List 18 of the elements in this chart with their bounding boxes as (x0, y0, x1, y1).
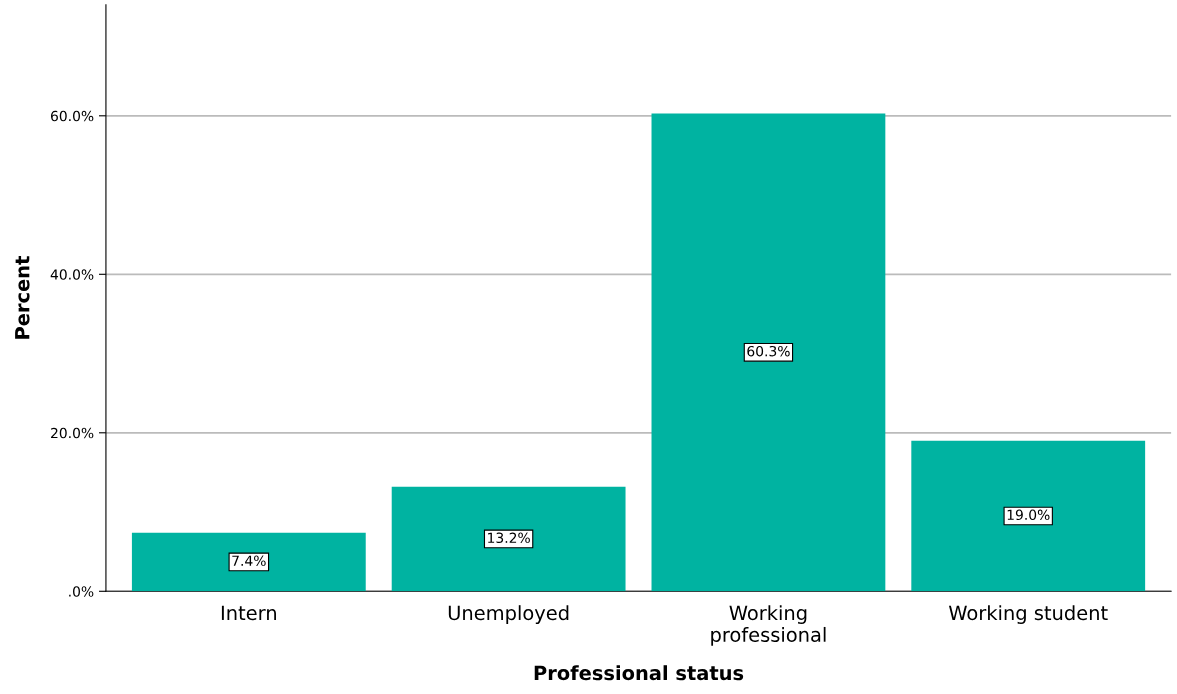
data-label: 7.4% (232, 555, 266, 566)
bar (651, 113, 886, 592)
y-tick-label: .0% (69, 586, 94, 597)
data-label: 13.2% (488, 532, 530, 544)
data-label: 60.3% (747, 345, 790, 357)
y-tick-label: 60.0% (50, 110, 94, 122)
y-tick-label: 40.0% (50, 269, 94, 280)
bar (391, 486, 626, 592)
x-tick-label: Working student (948, 605, 1108, 624)
bar (131, 532, 366, 592)
x-tick-label: Intern (221, 605, 276, 621)
y-axis-title: Percent (15, 256, 30, 339)
x-axis-title: Professional status (534, 665, 744, 681)
x-tick-label: Working professional (711, 605, 826, 646)
x-tick-label: Unemployed (448, 605, 569, 624)
y-tick-label: 20.0% (51, 427, 94, 439)
data-label: 19.0% (1007, 509, 1050, 521)
bar (911, 440, 1146, 592)
